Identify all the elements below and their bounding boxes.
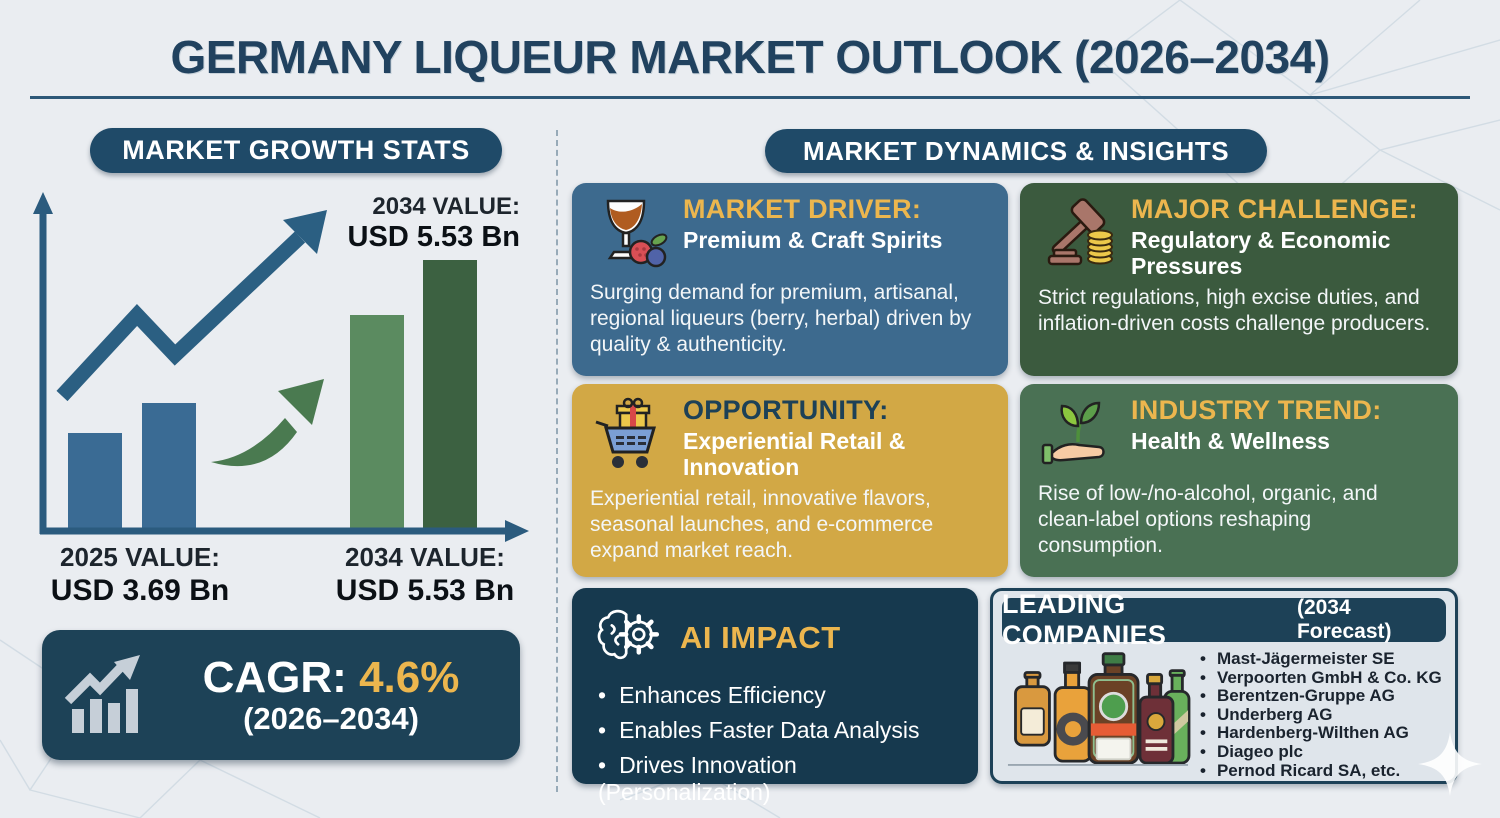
company-item: Pernod Ricard SA, etc. xyxy=(1200,761,1442,781)
cagr-period: (2026–2034) xyxy=(243,701,419,737)
company-item: Diageo plc xyxy=(1200,742,1442,762)
card-industry-trend: INDUSTRY TREND: Health & Wellness Rise o… xyxy=(1020,384,1458,577)
value-2025-group: 2025 VALUE: USD 3.69 Bn xyxy=(25,542,255,609)
opportunity-subtitle: Experiential Retail & Innovation xyxy=(683,427,906,481)
company-item: Hardenberg-Wilthen AG xyxy=(1200,724,1442,743)
chart-top-value-callout: 2034 VALUE: USD 5.53 Bn xyxy=(325,193,520,254)
leading-companies-heading: LEADING COMPANIES xyxy=(1002,589,1167,650)
industry-trend-subtitle: Health & Wellness xyxy=(1131,427,1330,454)
wine-glass-berries-icon xyxy=(606,199,668,268)
value-2025: USD 3.69 Bn xyxy=(50,574,230,608)
ai-impact-bullet: Enhances Efficiency xyxy=(598,682,958,709)
ai-impact-bullet: Enables Faster Data Analysis xyxy=(598,717,958,744)
growth-trend-arrow xyxy=(56,231,306,402)
page-title: GERMANY LIQUEUR MARKET OUTLOOK (2026–203… xyxy=(170,31,1330,83)
card-industry-trend-head: INDUSTRY TREND: Health & Wellness xyxy=(1038,395,1440,476)
rising-bar-chart-icon xyxy=(64,655,140,733)
growth-bar-chart xyxy=(33,192,529,542)
market-growth-stats-header: MARKET GROWTH STATS xyxy=(90,128,502,173)
cagr-label: CAGR: xyxy=(202,653,347,702)
leading-companies-body: Mast-Jägermeister SE Verpoorten GmbH & C… xyxy=(1002,646,1446,780)
chart-axes xyxy=(39,206,507,535)
ai-impact-head: AI IMPACT xyxy=(592,602,958,674)
opportunity-heading: OPPORTUNITY: xyxy=(683,395,889,425)
leading-companies-header: LEADING COMPANIES (2034 Forecast) xyxy=(1002,589,1446,650)
cagr-value: 4.6% xyxy=(359,653,460,702)
cagr-text: CAGR: 4.6% (2026–2034) xyxy=(164,653,498,737)
market-growth-stats-label: MARKET GROWTH STATS xyxy=(122,135,470,165)
sparkle-icon xyxy=(1418,732,1482,796)
card-major-challenge-head: MAJOR CHALLENGE: Regulatory & Economic P… xyxy=(1038,194,1440,280)
ai-impact-heading: AI IMPACT xyxy=(680,620,841,655)
shopping-cart-gift-icon xyxy=(595,397,656,468)
market-dynamics-header: MARKET DYNAMICS & INSIGHTS xyxy=(765,129,1267,173)
value-2034-label: 2034 VALUE: xyxy=(345,542,505,572)
value-2034: USD 5.53 Bn xyxy=(335,574,515,608)
company-item: Verpoorten GmbH & Co. KG xyxy=(1200,668,1442,688)
company-item: Mast-Jägermeister SE xyxy=(1200,649,1442,669)
card-major-challenge: MAJOR CHALLENGE: Regulatory & Economic P… xyxy=(1020,183,1458,376)
ai-impact-list: Enhances Efficiency Enables Faster Data … xyxy=(592,682,958,806)
market-driver-heading: MARKET DRIVER: xyxy=(683,194,922,224)
major-challenge-body: Strict regulations, high excise duties, … xyxy=(1038,285,1431,335)
ai-impact-bullet: Drives Innovation (Personalization) xyxy=(598,752,958,806)
card-leading-companies: LEADING COMPANIES (2034 Forecast) xyxy=(990,588,1458,784)
card-opportunity-head: OPPORTUNITY: Experiential Retail & Innov… xyxy=(590,395,990,481)
major-challenge-subtitle: Regulatory & Economic Pressures xyxy=(1131,226,1391,280)
value-2025-label: 2025 VALUE: xyxy=(60,542,220,572)
major-challenge-heading: MAJOR CHALLENGE: xyxy=(1131,194,1418,224)
company-item: Underberg AG xyxy=(1200,705,1442,725)
title-underline xyxy=(30,96,1470,99)
bar-2025-a xyxy=(68,433,122,531)
section-divider xyxy=(556,130,558,792)
top-value: USD 5.53 Bn xyxy=(347,220,520,253)
hand-plant-icon xyxy=(1041,401,1105,465)
cagr-box: CAGR: 4.6% (2026–2034) xyxy=(42,630,520,760)
card-market-driver-head: MARKET DRIVER: Premium & Craft Spirits xyxy=(590,194,990,275)
company-item: Berentzen-Gruppe AG xyxy=(1200,687,1442,706)
value-2034-group: 2034 VALUE: USD 5.53 Bn xyxy=(310,542,540,609)
top-value-label: 2034 VALUE: xyxy=(372,193,520,220)
industry-trend-heading: INDUSTRY TREND: xyxy=(1131,395,1382,425)
bar-2025-b xyxy=(142,403,196,531)
brain-gear-icon xyxy=(597,609,660,660)
card-ai-impact: AI IMPACT Enhances Efficiency Enables Fa… xyxy=(572,588,978,805)
green-swoosh-arrow xyxy=(211,418,297,467)
growth-trend-arrowhead xyxy=(283,210,327,254)
opportunity-body: Experiential retail, innovative flavors,… xyxy=(590,486,934,562)
market-dynamics-label: MARKET DYNAMICS & INSIGHTS xyxy=(802,135,1230,166)
market-driver-subtitle: Premium & Craft Spirits xyxy=(683,226,943,253)
industry-trend-body: Rise of low-/no-alcohol, organic, and cl… xyxy=(1038,482,1378,558)
y-axis-arrowhead xyxy=(33,192,53,214)
x-axis-arrowhead xyxy=(505,520,529,542)
card-opportunity: OPPORTUNITY: Experiential Retail & Innov… xyxy=(572,384,1008,577)
market-driver-body: Surging demand for premium, artisanal, r… xyxy=(590,281,972,357)
bar-2034-a xyxy=(350,315,404,531)
green-swoosh-arrowhead xyxy=(278,379,324,425)
leading-companies-forecast: (2034 Forecast) xyxy=(1296,596,1392,643)
card-market-driver: MARKET DRIVER: Premium & Craft Spirits S… xyxy=(572,183,1008,376)
company-list: Mast-Jägermeister SE Verpoorten GmbH & C… xyxy=(1194,649,1442,781)
bar-2034-b xyxy=(423,260,477,531)
liqueur-bottles-icon xyxy=(1007,652,1191,767)
gavel-coins-icon xyxy=(1047,198,1113,266)
